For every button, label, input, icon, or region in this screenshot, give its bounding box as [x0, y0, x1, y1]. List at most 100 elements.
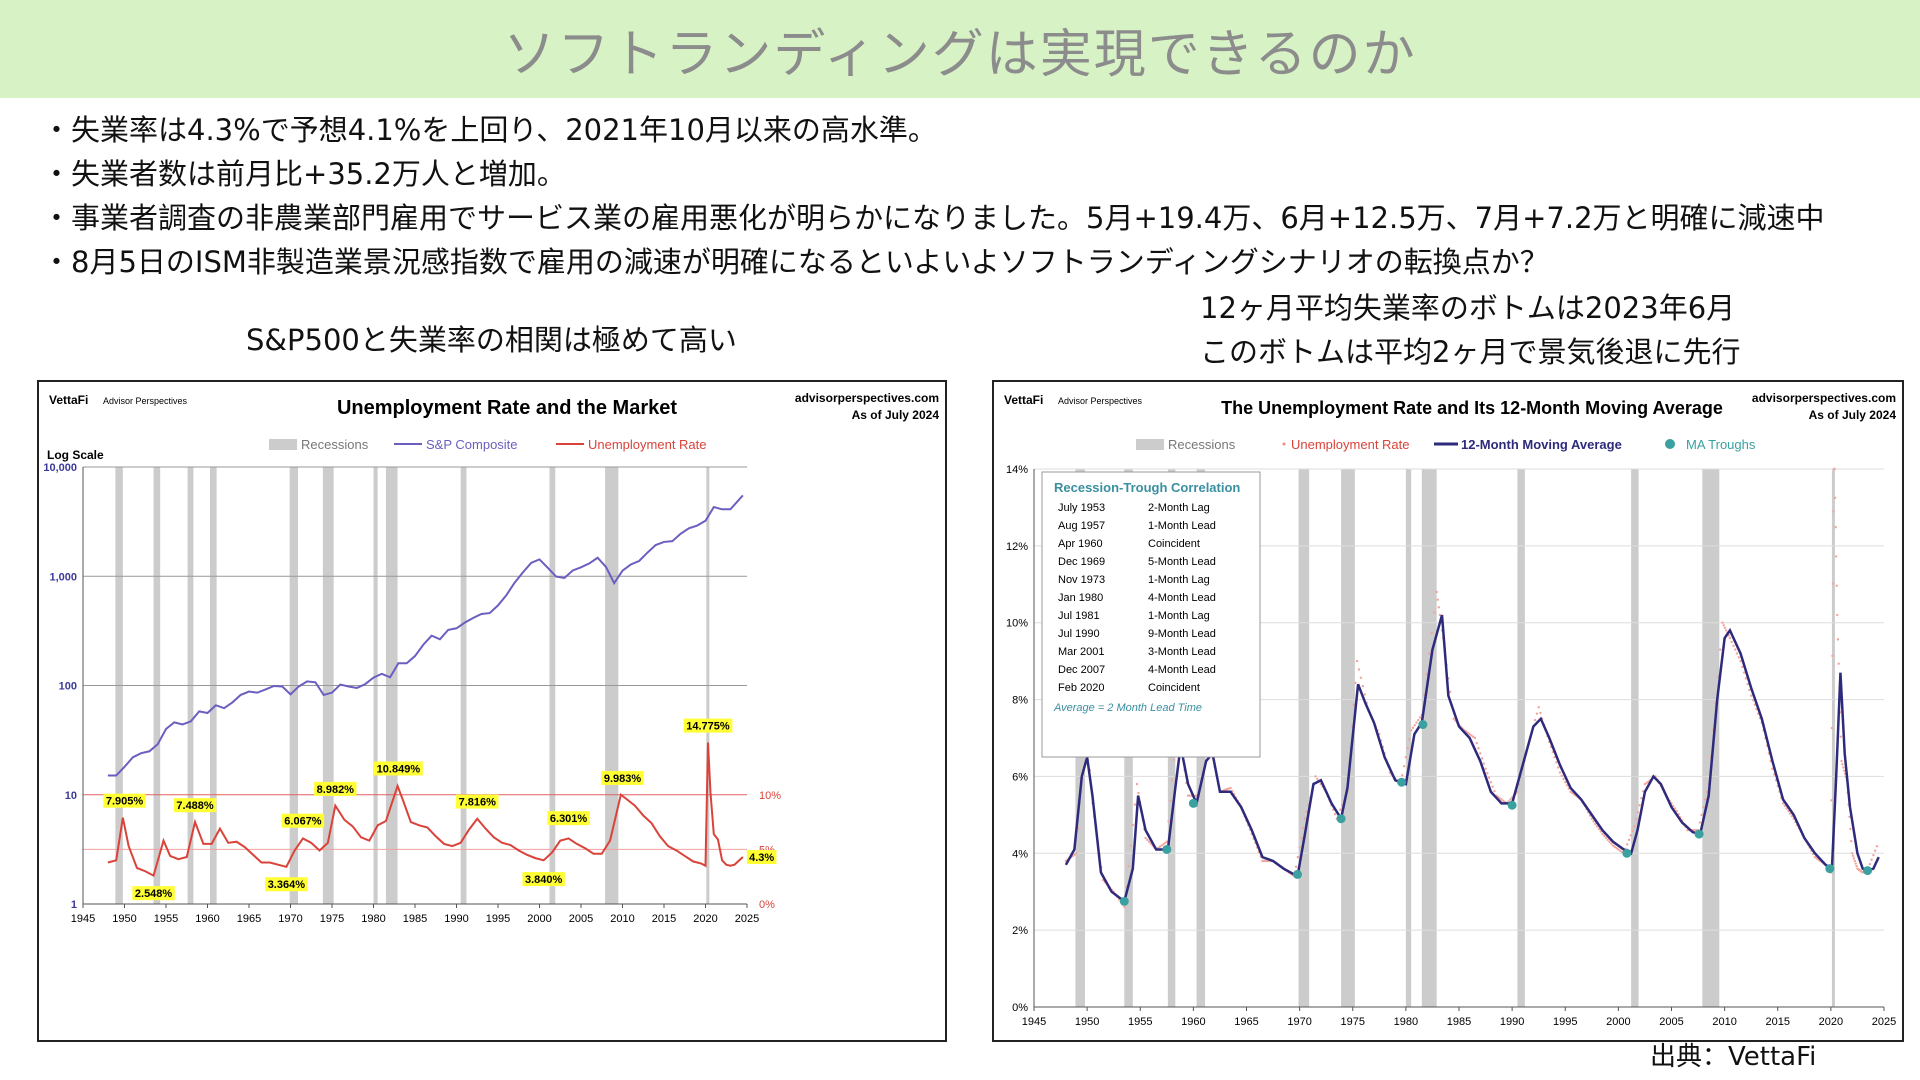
unemployment-dot	[1229, 786, 1232, 790]
unemployment-dot	[1735, 652, 1739, 655]
unemployment-dot	[1147, 840, 1151, 843]
data-label: 6.301%	[550, 813, 588, 825]
unemployment-dot	[1146, 838, 1149, 842]
legend-label-sp: S&P Composite	[426, 437, 518, 452]
unemployment-dot	[1781, 802, 1785, 805]
recession-band	[1631, 469, 1639, 1007]
chart-site: advisorperspectives.com	[1752, 391, 1896, 405]
y-tick-label: 10%	[1006, 618, 1028, 630]
unemployment-dot	[1571, 791, 1574, 795]
unemployment-dot	[1264, 859, 1268, 863]
unemployment-dot	[1487, 776, 1491, 779]
chart-legend: Recessions S&P Composite Unemployment Ra…	[269, 437, 707, 452]
unemployment-market-chart: VettaFi Advisor Perspectives Unemploymen…	[43, 391, 939, 925]
inset-footer: Average = 2 Month Lead Time	[1053, 702, 1202, 714]
x-tick-label: 1995	[1553, 1016, 1577, 1028]
unemployment-dot	[1486, 772, 1489, 775]
unemployment-dot	[1477, 747, 1480, 750]
unemployment-dot	[1129, 844, 1132, 847]
data-label: 7.905%	[106, 796, 144, 808]
unemployment-dot	[1428, 652, 1431, 655]
recession-band	[1421, 469, 1437, 1007]
unemployment-dot	[1404, 756, 1408, 759]
y-right-tick-label: 0%	[759, 899, 775, 911]
y-tick-label: 2%	[1012, 925, 1028, 937]
data-label-bg	[683, 718, 733, 733]
legend-label-ma: 12-Month Moving Average	[1461, 437, 1622, 452]
bullet-item: 失業率は4.3%で予想4.1%を上回り、2021年10月以来の高水準。	[42, 108, 1902, 152]
unemployment-dot	[1314, 775, 1317, 778]
unemployment-dot	[1673, 807, 1677, 810]
unemployment-dot	[1839, 735, 1842, 738]
unemployment-dot	[1721, 621, 1724, 624]
unemployment-dot	[1615, 846, 1618, 850]
unemployment-dot	[1402, 764, 1406, 768]
unemployment-dot	[1868, 862, 1872, 866]
inset-row-date: Mar 2001	[1058, 646, 1104, 658]
inset-row-date: Feb 2020	[1058, 682, 1104, 694]
unemployment-dot	[1555, 761, 1558, 764]
unemployment-dot	[1592, 820, 1595, 823]
moving-average-chart-frame: VettaFi Advisor Perspectives The Unemplo…	[992, 380, 1904, 1042]
y-tick-label: 10	[65, 790, 77, 802]
data-label-bg	[314, 781, 357, 796]
unemployment-dot	[1516, 790, 1519, 793]
unemployment-dot	[1850, 839, 1853, 843]
ma-trough-marker	[1119, 896, 1129, 906]
unemployment-dot	[1261, 859, 1264, 863]
unemployment-dot	[1830, 726, 1834, 730]
x-tick-label: 2005	[1659, 1016, 1683, 1028]
bullet-item: 失業者数は前月比+35.2万人と増加。	[42, 152, 1902, 196]
inset-row-lead: 4-Month Lead	[1148, 664, 1216, 676]
inset-row-lead: Coincident	[1148, 682, 1200, 694]
ma-trough-marker	[1863, 866, 1873, 876]
unemployment-dot	[1425, 672, 1428, 676]
unemployment-dot	[1493, 789, 1496, 793]
x-tick-label: 2010	[610, 913, 634, 925]
unemployment-dot	[1734, 648, 1737, 651]
unemployment-rate-line	[107, 742, 744, 878]
unemployment-dot	[1645, 781, 1648, 785]
unemployment-dot	[1160, 844, 1163, 847]
inset-row-lead: 9-Month Lead	[1148, 628, 1216, 640]
unemployment-dot	[1617, 848, 1620, 851]
unemployment-dot	[1357, 668, 1361, 671]
unemployment-dot	[1788, 812, 1792, 815]
ma-trough-marker	[1162, 844, 1172, 854]
unemployment-dot	[1836, 638, 1840, 641]
unemployment-dot	[1430, 631, 1433, 635]
unemployment-dot	[1702, 805, 1705, 809]
sp-composite-line	[107, 494, 744, 777]
unemployment-dot	[1742, 671, 1746, 674]
inset-row-lead: 2-Month Lag	[1148, 502, 1210, 514]
chart-title: Unemployment Rate and the Market	[337, 397, 677, 419]
x-tick-label: 2020	[1819, 1016, 1843, 1028]
data-label: 14.775%	[686, 721, 730, 733]
unemployment-dot	[1723, 626, 1727, 630]
y-tick-label: 6%	[1012, 771, 1028, 783]
unemployment-dot	[1836, 613, 1839, 617]
unemployment-dot	[1131, 823, 1135, 827]
x-tick-label: 1975	[320, 913, 344, 925]
x-tick-label: 1950	[112, 913, 136, 925]
unemployment-dot	[1610, 842, 1613, 845]
y-tick-label: 8%	[1012, 695, 1028, 707]
chart-logo: VettaFi	[49, 393, 88, 407]
recession-band	[1405, 469, 1412, 1007]
unemployment-dot	[1433, 611, 1436, 614]
x-tick-label: 1980	[361, 913, 385, 925]
unemployment-dot	[1452, 717, 1455, 720]
unemployment-dot	[1435, 590, 1438, 594]
legend-swatch-recessions	[269, 439, 297, 450]
unemployment-dot	[1611, 844, 1615, 847]
inset-title: Recession-Trough Correlation	[1054, 480, 1240, 495]
ma-trough-marker	[1418, 720, 1428, 730]
unemployment-dot	[1643, 782, 1647, 786]
unemployment-dot	[1482, 762, 1485, 765]
unemployment-dot	[1841, 763, 1844, 766]
unemployment-dot	[1832, 510, 1835, 513]
x-tick-label: 1945	[1022, 1016, 1046, 1028]
unemployment-dot	[1815, 857, 1818, 860]
unemployment-dot	[1875, 845, 1879, 848]
unemployment-dot	[1594, 822, 1597, 826]
